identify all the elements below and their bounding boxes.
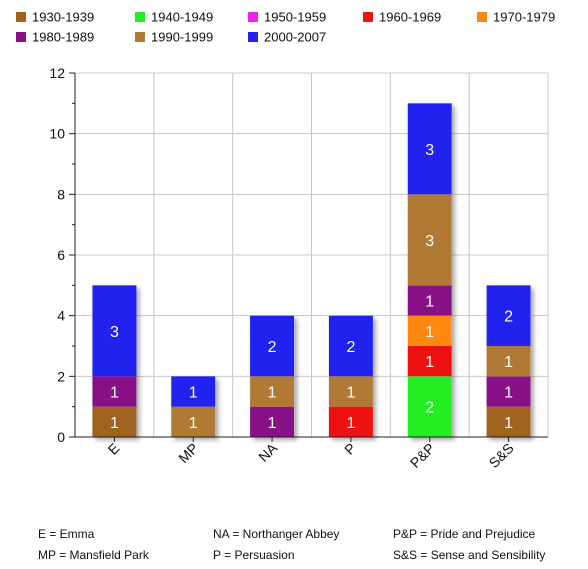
bar-stack-e: 1 1 3 (92, 285, 137, 437)
bar-segment-p-1990-1999 (328, 376, 373, 407)
bar-value-label: 2 (425, 400, 434, 417)
x-tick-label-e: E (105, 440, 123, 458)
y-tick-label: 8 (57, 186, 65, 202)
bar-value-label: 1 (268, 415, 277, 432)
bar-segment-sands-1990-1999 (486, 346, 531, 377)
bar-value-label: 1 (346, 385, 355, 402)
bar-value-label: 1 (425, 294, 434, 311)
bar-value-label: 1 (110, 415, 119, 432)
bar-segment-pandp-1960-1969 (407, 346, 452, 377)
footnote-persuasion: P = Persuasion (213, 548, 295, 562)
y-tick-label: 12 (49, 65, 65, 81)
bar-value-label: 1 (268, 385, 277, 402)
bar-value-label: 2 (504, 309, 513, 326)
y-tick-label: 0 (57, 429, 65, 445)
y-tick-label: 2 (57, 368, 65, 384)
legend-swatch-1960-1969 (363, 12, 373, 22)
bar-value-label: 2 (346, 339, 355, 356)
legend-label-1960-1969: 1960-1969 (379, 10, 441, 25)
legend-label-2000-2007: 2000-2007 (264, 30, 326, 45)
bar-value-label: 3 (425, 233, 434, 250)
legend-label-1930-1939: 1930-1939 (32, 10, 94, 25)
bar-stack-na: 1 1 2 (250, 315, 295, 437)
legend-label-1940-1949: 1940-1949 (151, 10, 213, 25)
bar-stack-mp: 11 (171, 376, 216, 437)
bar-value-label: 1 (189, 385, 198, 402)
bar-segment-sands-2000-2007 (486, 285, 531, 346)
x-tick-label-pandp: P&P (407, 440, 438, 471)
y-tick-label: 10 (49, 126, 65, 142)
legend-label-1950-1959: 1950-1959 (264, 10, 326, 25)
bar-segment-na-1980-1989 (250, 406, 295, 437)
bar-value-label: 1 (504, 385, 513, 402)
bar-value-label: 1 (110, 385, 119, 402)
bar-segment-p-2000-2007 (328, 315, 373, 377)
bar-segment-mp-2000-2007 (171, 376, 216, 407)
bar-value-label: 1 (504, 415, 513, 432)
bar-value-label: 1 (425, 324, 434, 341)
bar-segment-e-2000-2007 (92, 285, 137, 377)
bar-segment-sands-1930-1939 (486, 406, 531, 437)
bar-value-label: 1 (189, 415, 198, 432)
bar-segment-pandp-1990-1999 (407, 194, 452, 286)
legend-swatch-2000-2007 (248, 32, 258, 42)
bar-segment-p-1960-1969 (328, 406, 373, 437)
bar-value-label: 3 (425, 142, 434, 159)
bar-value-label: 3 (110, 324, 119, 341)
bar-segment-sands-1980-1989 (486, 376, 531, 407)
x-tick-label-p: P (341, 440, 359, 458)
bar-segment-pandp-2000-2007 (407, 103, 452, 195)
bar-segment-pandp-1980-1989 (407, 285, 452, 316)
bar-value-label: 1 (346, 415, 355, 432)
bar-value-label: 1 (425, 354, 434, 371)
legend-swatch-1930-1939 (16, 12, 26, 22)
footnote-pride-and-prejudice: P&P = Pride and Prejudice (393, 527, 536, 541)
bar-segment-mp-1990-1999 (171, 406, 216, 437)
bar-stack-pandp: 2 1 1 1 3 3 (407, 103, 452, 437)
y-tick-label: 6 (57, 247, 65, 263)
footnote-emma: E = Emma (38, 527, 95, 541)
bar-value-label: 2 (268, 339, 277, 356)
bar-stack-sands: 1 1 1 2 (486, 285, 531, 437)
y-tick-label: 4 (57, 308, 65, 324)
legend-swatch-1950-1959 (248, 12, 258, 22)
legend-label-1970-1979: 1970-1979 (493, 10, 555, 25)
bar-segment-e-1930-1939 (92, 406, 137, 437)
legend-swatch-1940-1949 (135, 12, 145, 22)
legend-label-1990-1999: 1990-1999 (151, 30, 213, 45)
bar-segment-na-2000-2007 (250, 315, 295, 377)
legend-swatch-1990-1999 (135, 32, 145, 42)
bar-segment-na-1990-1999 (250, 376, 295, 407)
x-tick-label-mp: MP (175, 440, 201, 466)
bar-segment-pandp-1970-1979 (407, 315, 452, 346)
legend-swatch-1970-1979 (477, 12, 487, 22)
x-tick-label-na: NA (255, 439, 281, 465)
legend-swatch-1980-1989 (16, 32, 26, 42)
footnote-northanger-abbey: NA = Northanger Abbey (213, 527, 340, 541)
footnote-mansfield-park: MP = Mansfield Park (38, 548, 149, 562)
footnote-sense-and-sensibility: S&S = Sense and Sensibility (393, 548, 546, 562)
bar-value-label: 1 (504, 354, 513, 371)
legend-label-1980-1989: 1980-1989 (32, 30, 94, 45)
bar-segment-e-1980-1989 (92, 376, 137, 407)
bar-segment-pandp-1940-1949 (407, 376, 452, 437)
bar-stack-p: 1 1 2 (328, 315, 373, 437)
x-tick-label-sands: S&S (486, 440, 517, 471)
